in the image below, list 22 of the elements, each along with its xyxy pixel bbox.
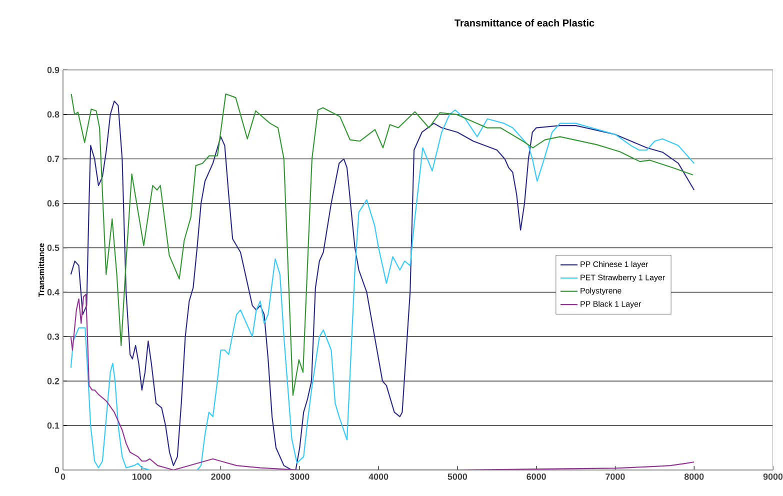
x-tick-label: 3000 xyxy=(290,474,310,480)
x-tick-label: 4000 xyxy=(368,474,388,480)
y-tick-label: 0.6 xyxy=(47,200,60,207)
x-tick-label: 2000 xyxy=(211,474,230,480)
x-tick-label: 7000 xyxy=(606,474,625,480)
y-tick-label: 0.5 xyxy=(47,244,60,251)
x-tick-label: 8000 xyxy=(684,474,704,480)
y-tick-label: 0.4 xyxy=(47,289,60,296)
y-tick-label: 0.9 xyxy=(47,66,60,74)
line-series xyxy=(70,93,694,396)
y-tick-label: 0.3 xyxy=(47,333,60,340)
x-tick-label: 0 xyxy=(60,474,66,480)
x-tick-label: 6000 xyxy=(526,474,546,480)
y-tick-label: 0.1 xyxy=(47,422,60,429)
x-tick-label: 5000 xyxy=(448,474,468,480)
y-tick-label: 0.8 xyxy=(47,111,60,118)
x-tick-label: 1000 xyxy=(132,474,152,480)
y-tick-label: 0.2 xyxy=(47,378,60,384)
y-tick-label: 0 xyxy=(54,466,60,474)
chart-title: Transmittance of each Plastic xyxy=(454,19,594,26)
x-tick-label: 9000 xyxy=(763,474,783,480)
y-tick-label: 0.7 xyxy=(47,156,60,162)
